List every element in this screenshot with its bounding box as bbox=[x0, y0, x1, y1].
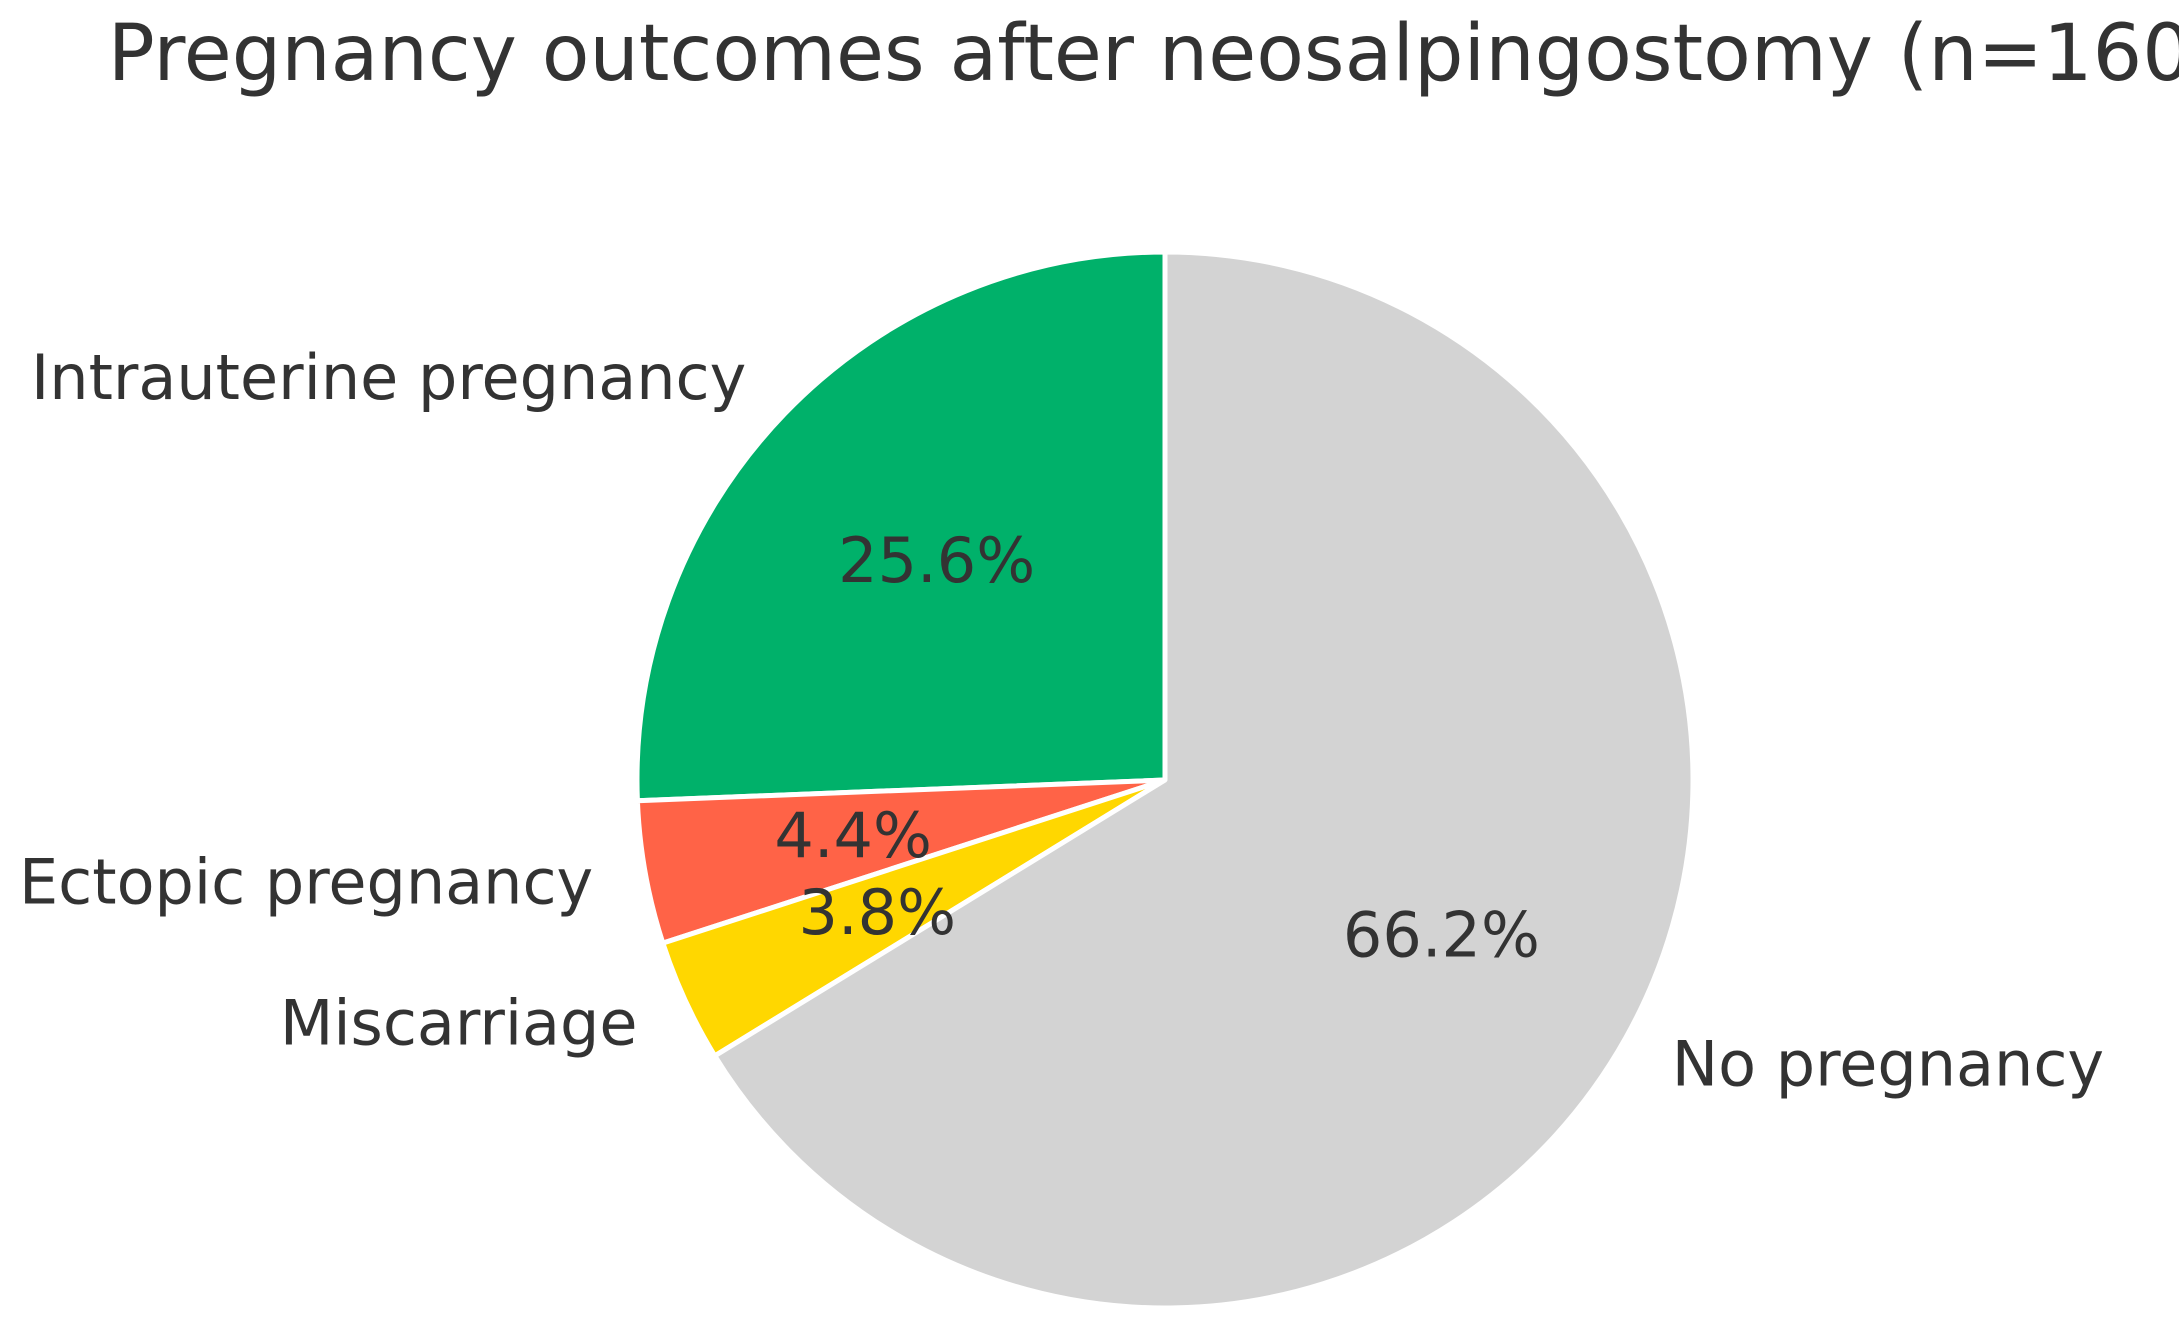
category-label: Intrauterine pregnancy bbox=[31, 341, 746, 414]
category-label: No pregnancy bbox=[1672, 1027, 2104, 1100]
percent-label: 4.4% bbox=[774, 799, 932, 872]
percent-label: 25.6% bbox=[838, 524, 1035, 597]
pie-slice-intrauterine-pregnancy bbox=[634, 249, 1168, 804]
pie-slice-no-pregnancy bbox=[712, 249, 1696, 1311]
chart-title: Pregnancy outcomes after neosalpingostom… bbox=[108, 9, 2179, 99]
percent-label: 3.8% bbox=[799, 876, 957, 949]
percent-label: 66.2% bbox=[1343, 898, 1540, 971]
pie-slices bbox=[634, 249, 1696, 1311]
pie-labels: 25.6% Intrauterine pregnancy 4.4% Ectopic p… bbox=[19, 341, 2104, 1100]
category-label: Miscarriage bbox=[280, 987, 638, 1060]
category-label: Ectopic pregnancy bbox=[19, 846, 593, 919]
